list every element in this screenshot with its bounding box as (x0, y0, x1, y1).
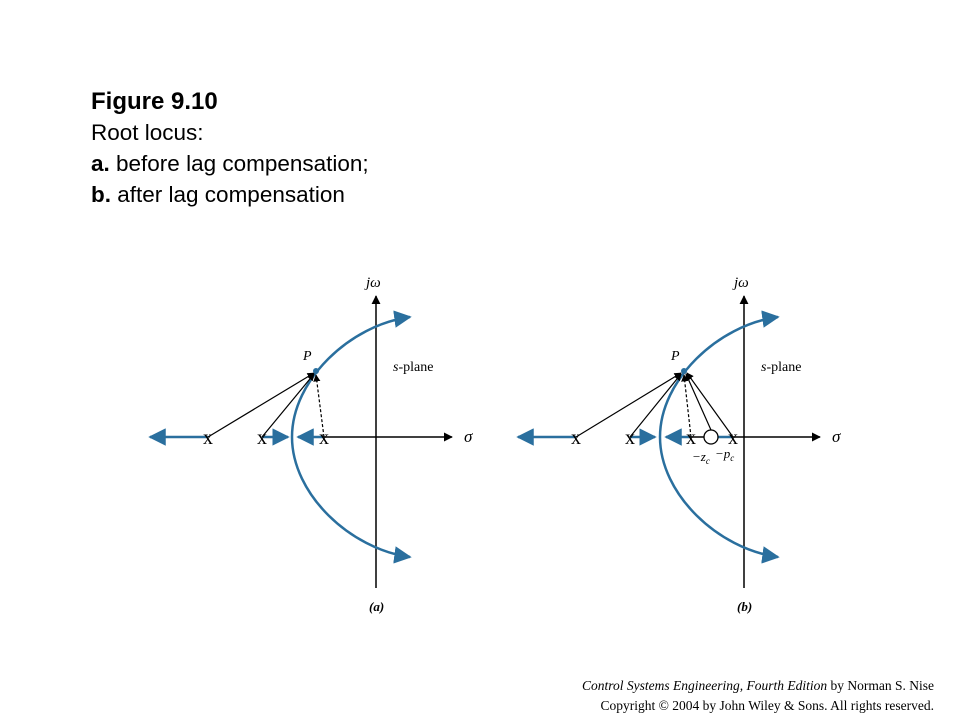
pole-marker-2-a: x (257, 427, 267, 449)
pole-label-sub-b: c (730, 453, 734, 463)
panel-a: x x x jω σ s-plane P (a) (148, 275, 473, 614)
caption-line-2-bold: a. (91, 151, 110, 176)
book-author: by Norman S. Nise (827, 678, 935, 693)
point-p-label-b: P (670, 349, 680, 364)
s-plane-rest-b: -plane (766, 360, 801, 375)
pole-marker-4-b: x (728, 427, 738, 449)
caption-line-1: Root locus: (91, 120, 204, 145)
s-plane-italic-b: s (761, 360, 767, 375)
footer-copyright: Copyright © 2004 by John Wiley & Sons. A… (600, 698, 934, 713)
locus-branch-lower-a (290, 436, 412, 564)
vector-pole-3-b (681, 374, 692, 438)
vector-zero-b (685, 373, 712, 431)
real-axis-label-b: σ (832, 427, 841, 446)
s-plane-italic-a: s (393, 360, 399, 375)
footer-line-1: Control Systems Engineering, Fourth Edit… (582, 676, 934, 696)
book-title: Control Systems Engineering, Fourth Edit… (582, 678, 828, 693)
panel-label-a: (a) (369, 599, 384, 614)
s-plane-label-b: s-plane (761, 360, 801, 375)
footer-credit: Control Systems Engineering, Fourth Edit… (582, 676, 934, 716)
caption-line-2-text: before lag compensation; (109, 151, 369, 176)
real-axis-label-a: σ (464, 427, 473, 446)
locus-branch-upper-b (658, 310, 780, 438)
zero-label-main-b: −z (692, 449, 706, 464)
pole-marker-1-a: x (203, 427, 213, 449)
pole-marker-3-b: x (686, 427, 696, 449)
imag-axis-label-b: jω (732, 275, 749, 291)
panel-b: x x x x jω σ s-plane P −zc −pc (b) (516, 275, 841, 614)
caption-line-3: b. after lag compensation (91, 179, 369, 210)
panel-label-b: (b) (737, 599, 752, 614)
point-p-marker-a (313, 368, 319, 374)
zero-label-sub-b: c (706, 456, 710, 466)
s-plane-label-a: s-plane (393, 360, 433, 375)
s-plane-rest-a: -plane (398, 360, 433, 375)
figure-title: Figure 9.10 (91, 88, 218, 115)
locus-branch-upper-a (290, 310, 412, 438)
vector-pole-2-a (261, 373, 315, 438)
caption-line-3-text: after lag compensation (111, 182, 345, 207)
vector-pole-2-b (629, 373, 682, 438)
vector-pole-1-a (207, 372, 315, 438)
pole-label-main-b: −p (715, 446, 731, 461)
pole-marker-3-a: x (319, 427, 329, 449)
caption-line-3-bold: b. (91, 182, 111, 207)
point-p-marker-b (681, 368, 687, 374)
zero-label-b: −zc (692, 449, 710, 466)
pole-marker-1-b: x (571, 427, 581, 449)
vector-pole-4-b (686, 372, 734, 438)
point-p-label-a: P (302, 349, 312, 364)
imag-axis-label-a: jω (364, 275, 381, 291)
vector-pole-3-a (313, 374, 325, 438)
locus-branch-lower-b (658, 436, 780, 564)
zero-marker-b (703, 429, 719, 445)
caption-line-2: a. before lag compensation; (91, 148, 369, 179)
pole-label-b: −pc (715, 446, 734, 463)
pole-marker-2-b: x (625, 427, 635, 449)
figure-caption: Figure 9.10 Root locus: a. before lag co… (91, 86, 369, 210)
vector-pole-1-b (575, 372, 682, 438)
